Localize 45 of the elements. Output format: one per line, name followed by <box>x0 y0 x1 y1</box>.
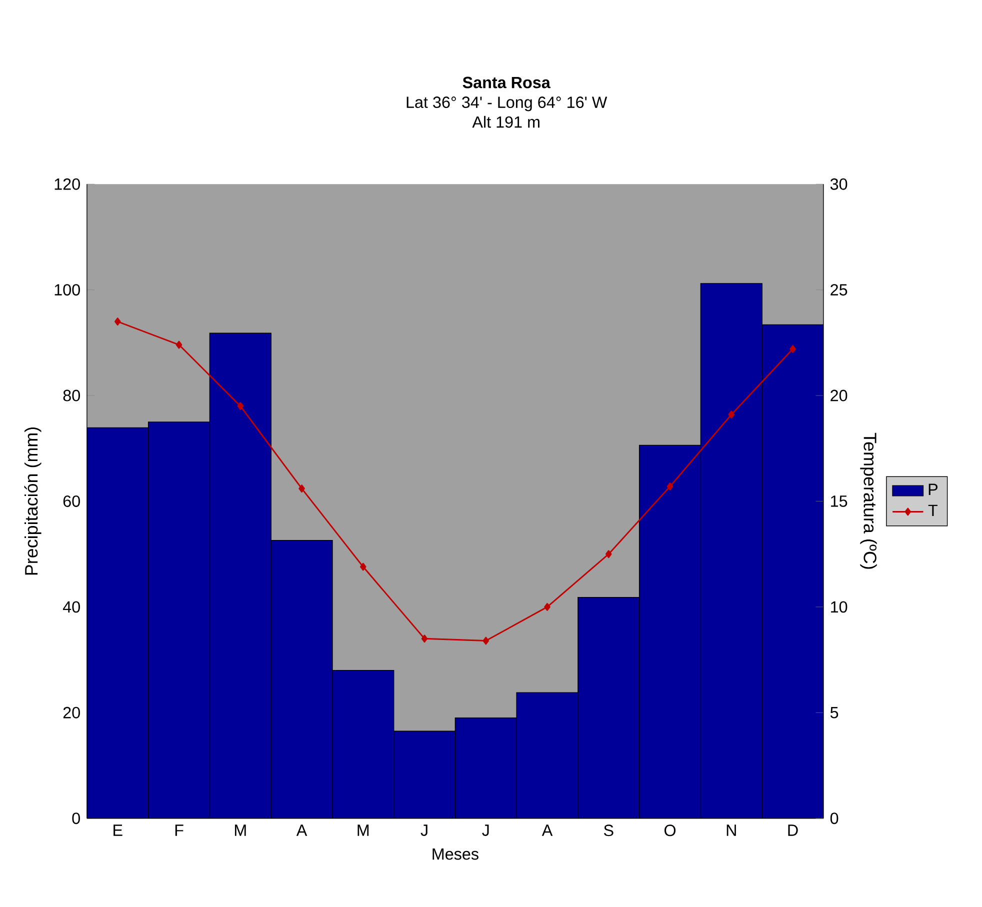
y-tick-label: 100 <box>54 284 80 296</box>
legend-label: T <box>928 504 938 516</box>
y-tick-label: 60 <box>63 495 80 507</box>
point <box>298 484 305 492</box>
x-tick-label: D <box>788 824 798 836</box>
y-tick-label: 120 <box>54 178 80 190</box>
x-tick-label: O <box>664 824 676 836</box>
chart-title: Santa Rosa <box>462 76 550 88</box>
point <box>360 562 366 571</box>
y2-tick-label: 25 <box>830 284 848 296</box>
x-tick-label: F <box>175 824 184 836</box>
x-tick-label: M <box>234 824 246 836</box>
x-tick-label: A <box>296 824 308 836</box>
y-tick-label: 40 <box>62 601 80 613</box>
x-tick-label: E <box>114 824 122 836</box>
point <box>237 402 244 410</box>
x-tick-label: M <box>358 824 369 836</box>
y-tick-label: 20 <box>63 706 80 718</box>
x-tick-label: N <box>726 824 736 836</box>
y2-tick-label: 30 <box>830 178 848 190</box>
point <box>482 636 490 645</box>
point <box>728 410 735 418</box>
chart-subtitle: Lat 36° 34' - Long 64° 16' W Alt 191 m <box>406 96 608 128</box>
y2-tick-label: 0 <box>830 812 838 824</box>
point <box>176 340 182 349</box>
legend-label: P <box>928 484 938 495</box>
y2-tick-label: 15 <box>831 495 848 507</box>
point <box>605 550 612 558</box>
point <box>114 317 121 326</box>
y2-axis-title: Temperatura (ºC) <box>860 432 877 569</box>
y2-tick-label: 20 <box>830 390 848 402</box>
y2-tick-label: 10 <box>831 601 848 613</box>
y-tick-label: 80 <box>63 390 80 402</box>
x-tick-label: A <box>542 824 553 836</box>
point <box>544 602 550 611</box>
x-tick-label: J <box>482 824 489 836</box>
x-axis-title: Meses <box>432 848 478 860</box>
point <box>421 634 428 642</box>
x-tick-label: J <box>420 824 428 836</box>
y-tick-label: 0 <box>72 812 80 824</box>
y2-tick-label: 5 <box>830 706 838 718</box>
x-tick-label: S <box>604 824 614 836</box>
point <box>790 344 796 353</box>
point <box>666 482 674 490</box>
y-axis-title: Precipitación (mm) <box>24 427 42 575</box>
